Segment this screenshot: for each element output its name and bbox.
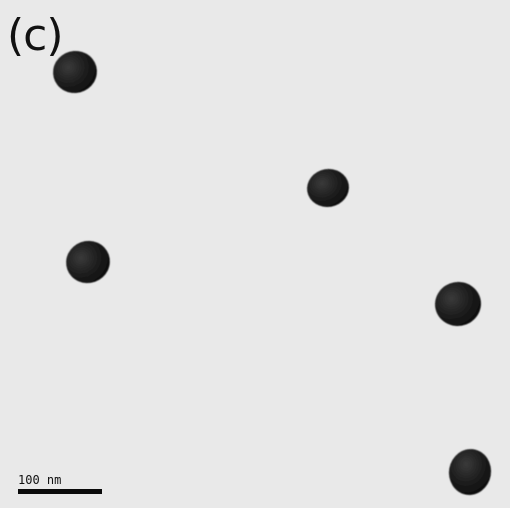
scale-bar-line: [18, 489, 102, 494]
scale-bar-label: 100 nm: [18, 473, 62, 487]
nanoparticle: [435, 281, 481, 327]
nanoparticle: [448, 449, 492, 495]
scale-bar: 100 nm: [18, 474, 102, 494]
panel-label: (c): [7, 10, 64, 61]
nanoparticle: [66, 240, 110, 284]
nanoparticle: [53, 50, 97, 94]
nanoparticle: [307, 168, 349, 208]
